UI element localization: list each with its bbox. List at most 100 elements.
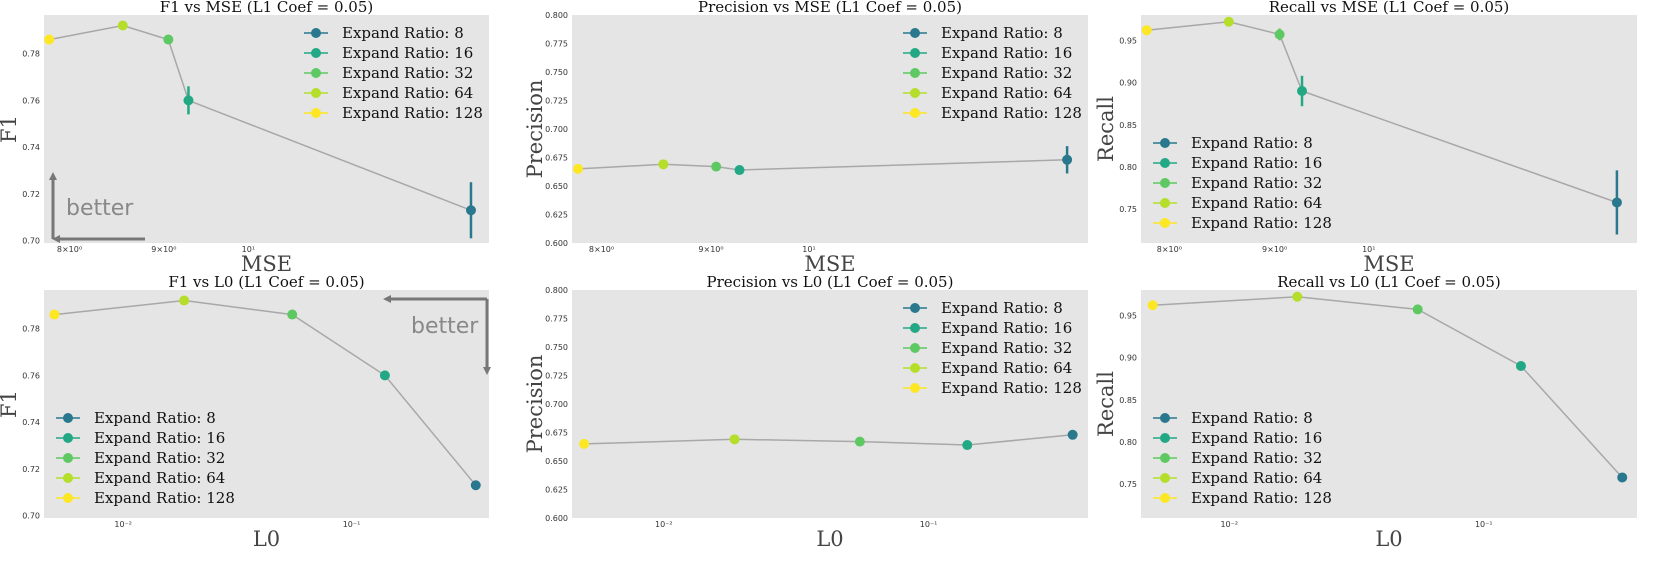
axes-background: [572, 15, 1088, 243]
legend-marker: [63, 453, 73, 463]
y-tick-label: 0.650: [545, 457, 568, 466]
legend-label: Expand Ratio: 128: [941, 104, 1082, 122]
subplot-2: Precision vs MSE (L1 Coef = 0.05) MSE Prec…: [523, 0, 1088, 276]
y-tick-label: 0.85: [1119, 121, 1137, 130]
y-tick-label: 0.750: [545, 343, 568, 352]
legend-marker: [910, 303, 920, 313]
legend-marker: [63, 473, 73, 483]
y-tick-label: 0.78: [22, 50, 40, 59]
subplot-6: Recall vs L0 (L1 Coef = 0.05) L0 Recall 0.7…: [1094, 273, 1637, 551]
y-tick-label: 0.600: [545, 514, 568, 523]
legend-marker: [311, 48, 321, 58]
legend-label: Expand Ratio: 64: [941, 359, 1072, 377]
data-point: [179, 295, 190, 306]
y-tick-label: 0.75: [1119, 480, 1137, 489]
y-tick-label: 0.700: [545, 125, 568, 134]
legend-label: Expand Ratio: 8: [1191, 134, 1313, 152]
x-tick-label: 9×10⁰: [1262, 245, 1287, 254]
better-label: better: [411, 314, 479, 339]
x-tick-label: 10⁻¹: [920, 520, 938, 529]
chart-title: Recall vs MSE (L1 Coef = 0.05): [1269, 0, 1510, 16]
legend-marker: [63, 433, 73, 443]
x-axis-label: L0: [816, 527, 843, 551]
x-tick-label: 8×10⁰: [589, 245, 614, 254]
chart-title: F1 vs L0 (L1 Coef = 0.05): [168, 273, 364, 291]
x-tick-label: 10⁻²: [1220, 520, 1238, 529]
legend-marker: [1160, 413, 1170, 423]
legend-marker: [63, 413, 73, 423]
y-tick-label: 0.78: [22, 325, 40, 334]
y-tick-label: 0.75: [1119, 205, 1137, 214]
legend-marker: [910, 363, 920, 373]
legend: Expand Ratio: 8 Expand Ratio: 16 Expand Ra…: [304, 24, 483, 122]
y-tick-label: 0.70: [22, 237, 40, 246]
subplot-4: F1 vs L0 (L1 Coef = 0.05) L0 F1 0.70 0.72 0.7…: [0, 273, 491, 551]
data-point: [44, 34, 55, 45]
legend-label: Expand Ratio: 16: [1191, 429, 1322, 447]
data-point: [572, 163, 583, 174]
data-point: [962, 440, 973, 451]
legend-marker: [311, 108, 321, 118]
legend-label: Expand Ratio: 64: [94, 469, 225, 487]
legend-marker: [910, 68, 920, 78]
x-axis-label: MSE: [1363, 252, 1414, 276]
legend-label: Expand Ratio: 16: [941, 44, 1072, 62]
legend-label: Expand Ratio: 32: [1191, 174, 1322, 192]
legend-marker: [910, 343, 920, 353]
legend-marker: [311, 68, 321, 78]
y-axis-label: Precision: [523, 80, 547, 179]
better-annotation: better: [49, 172, 145, 243]
x-tick-label: 8×10⁰: [57, 245, 82, 254]
legend-marker: [910, 28, 920, 38]
subplot-1: F1 vs MSE (L1 Coef = 0.05) MSE F1 0.70 0.72 0…: [0, 0, 489, 276]
legend-label: Expand Ratio: 16: [941, 319, 1072, 337]
legend-marker: [1160, 218, 1170, 228]
legend: Expand Ratio: 8 Expand Ratio: 16 Expand Ra…: [903, 24, 1082, 122]
better-annotation: better: [383, 295, 491, 375]
legend-label: Expand Ratio: 8: [94, 409, 216, 427]
legend-label: Expand Ratio: 128: [1191, 214, 1332, 232]
data-point: [1274, 29, 1285, 40]
y-axis-label: Recall: [1094, 96, 1118, 162]
data-point: [1617, 472, 1628, 483]
data-point: [579, 438, 590, 449]
subplot-3: Recall vs MSE (L1 Coef = 0.05)MSERecall0…: [1094, 0, 1637, 276]
data-point: [1412, 304, 1423, 315]
data-point: [163, 34, 174, 45]
data-point: [379, 370, 390, 381]
x-tick-label: 8×10⁰: [1157, 245, 1182, 254]
subplot-5: Precision vs L0 (L1 Coef = 0.05) L0 Precis…: [523, 273, 1088, 551]
legend-marker: [910, 383, 920, 393]
legend: Expand Ratio: 8 Expand Ratio: 16 Expand Ra…: [1153, 409, 1332, 507]
axes-background: [1141, 290, 1637, 518]
legend-label: Expand Ratio: 128: [941, 379, 1082, 397]
data-point: [183, 95, 194, 106]
x-tick-label: 10¹: [1362, 245, 1375, 254]
data-point: [1141, 25, 1152, 36]
legend-label: Expand Ratio: 64: [941, 84, 1072, 102]
legend-label: Expand Ratio: 8: [1191, 409, 1313, 427]
legend-marker: [311, 88, 321, 98]
y-tick-label: 0.80: [1119, 163, 1137, 172]
data-point: [734, 165, 745, 176]
legend: Expand Ratio: 8 Expand Ratio: 16 Expand Ra…: [56, 409, 235, 507]
legend-marker: [910, 88, 920, 98]
legend-label: Expand Ratio: 32: [941, 339, 1072, 357]
y-tick-label: 0.725: [545, 97, 568, 106]
data-point: [854, 436, 865, 447]
legend-marker: [1160, 158, 1170, 168]
y-tick-label: 0.90: [1119, 354, 1137, 363]
x-tick-label: 9×10⁰: [151, 245, 176, 254]
y-tick-label: 0.72: [22, 465, 40, 474]
y-axis-label: Recall: [1094, 371, 1118, 437]
data-point: [117, 20, 128, 31]
data-point: [1223, 16, 1234, 27]
data-point: [470, 480, 481, 491]
y-tick-label: 0.95: [1119, 311, 1137, 320]
y-tick-label: 0.650: [545, 182, 568, 191]
legend-label: Expand Ratio: 64: [342, 84, 473, 102]
data-point: [1515, 361, 1526, 371]
legend-marker: [910, 323, 920, 333]
legend-label: Expand Ratio: 32: [94, 449, 225, 467]
